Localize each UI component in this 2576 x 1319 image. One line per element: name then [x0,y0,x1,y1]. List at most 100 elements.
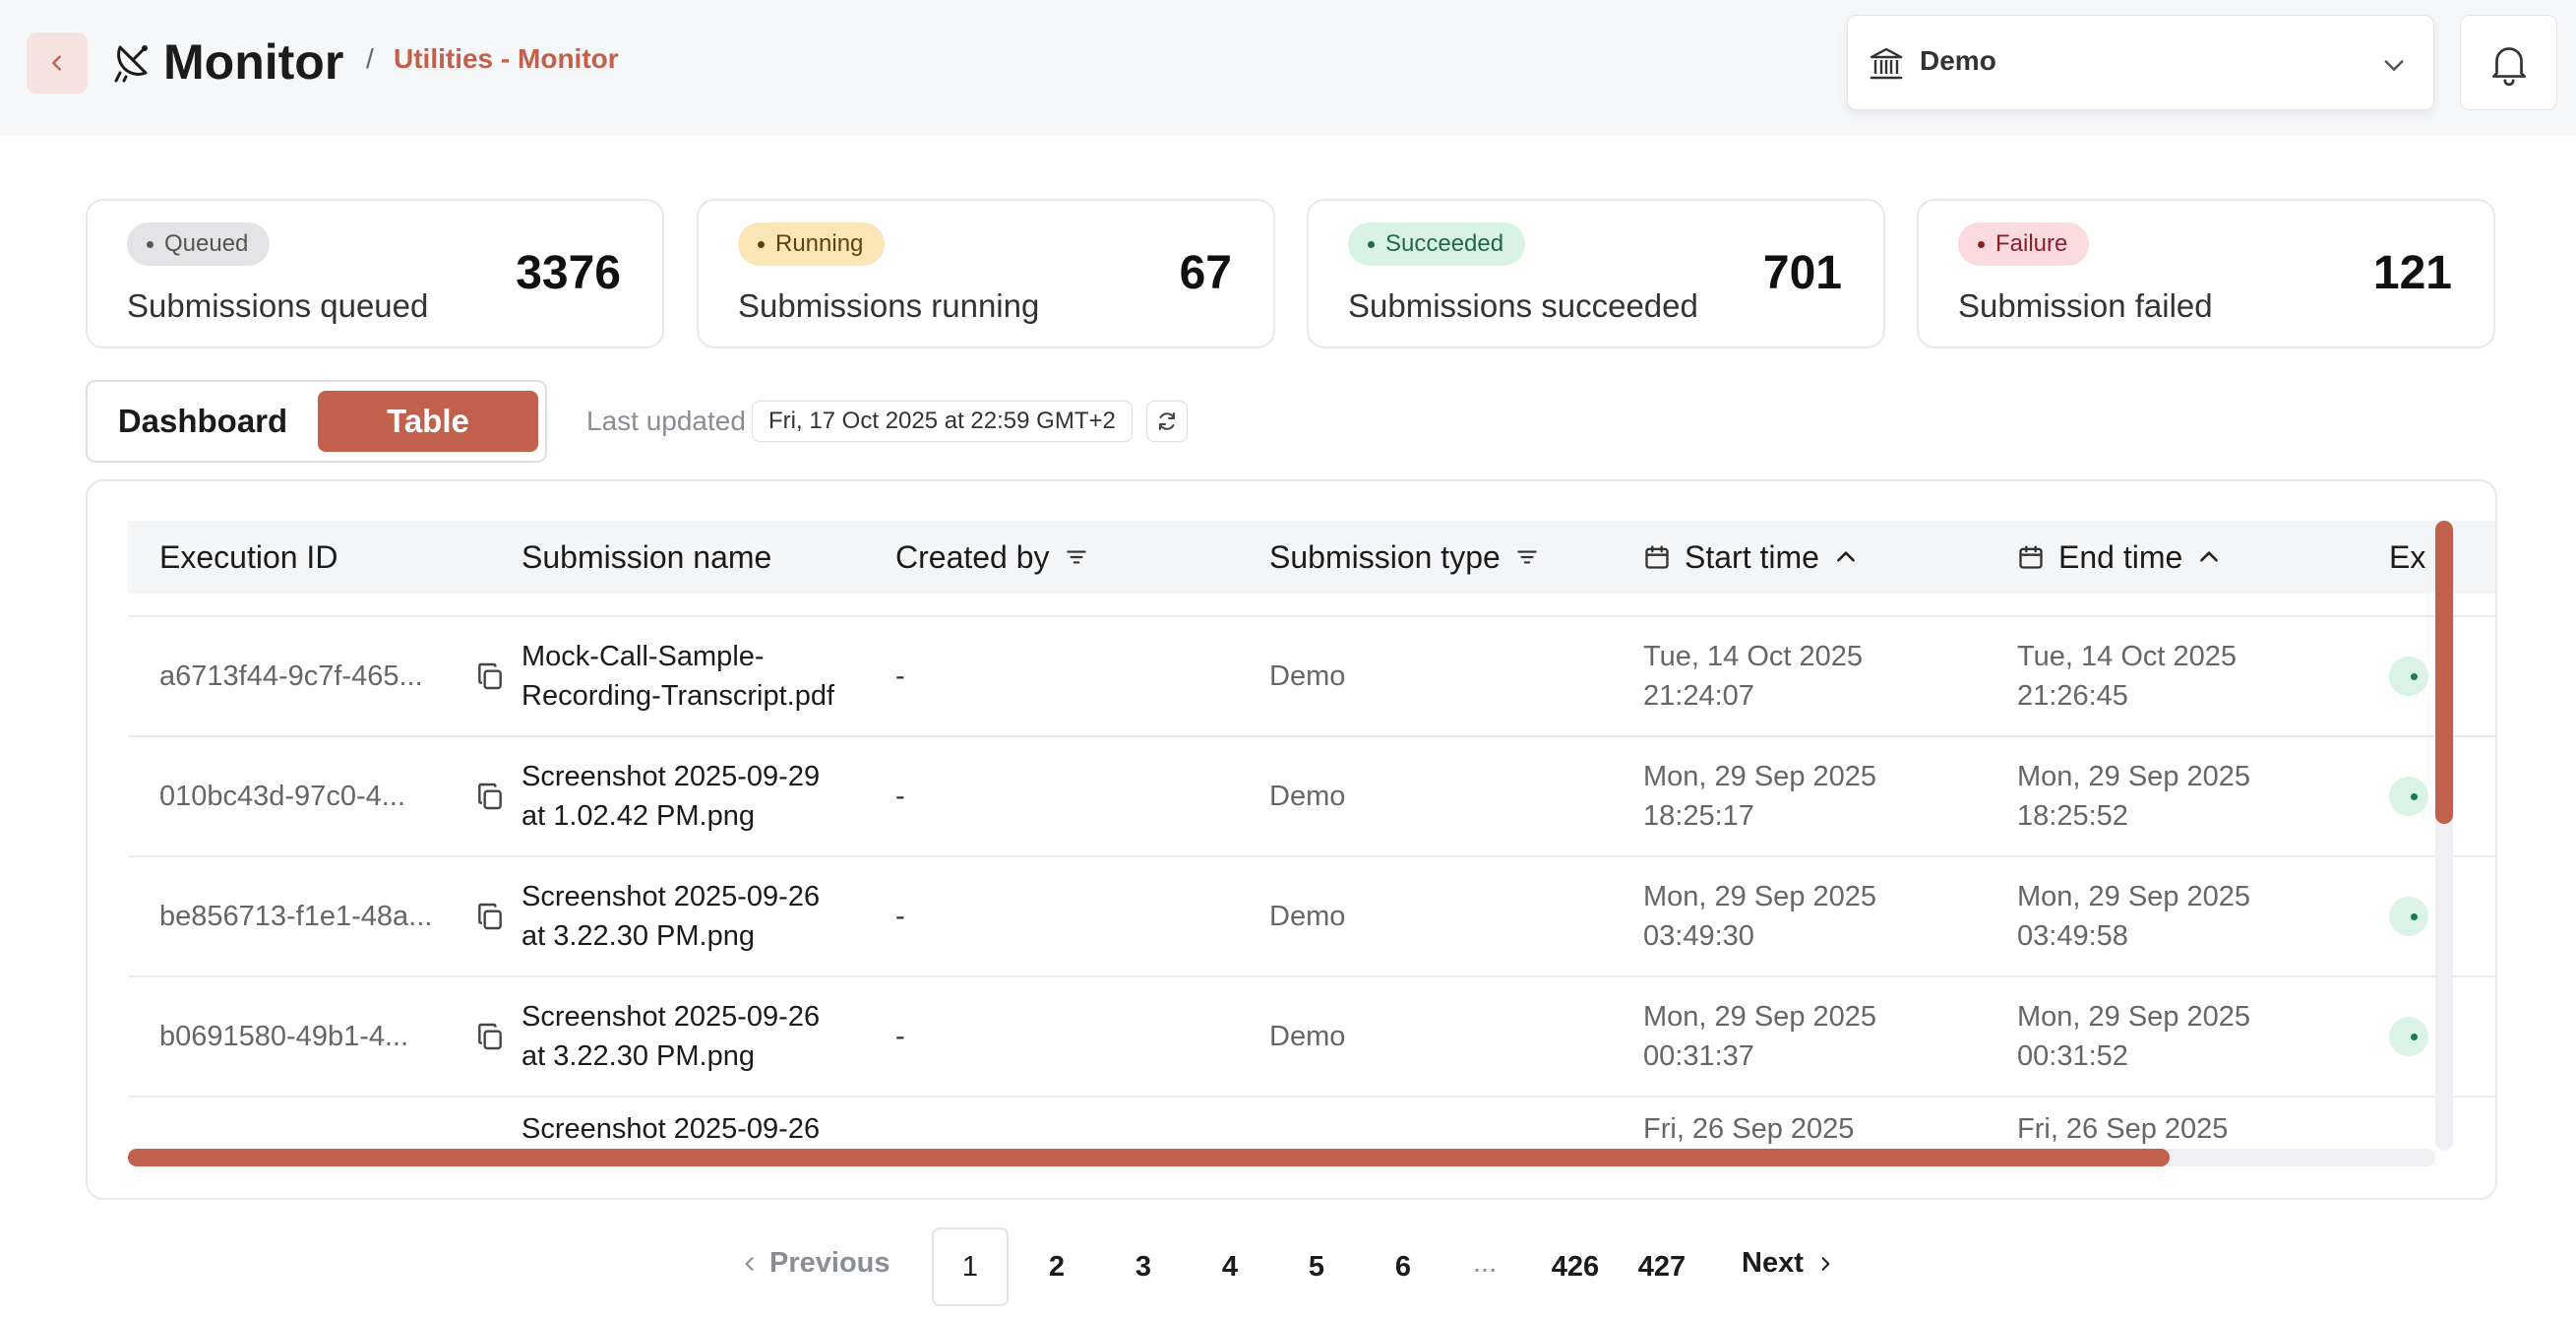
status-badge [2389,897,2428,936]
submission-type-cell: Demo [1269,901,1346,932]
page-button-426[interactable]: 426 [1551,1250,1600,1283]
previous-page-label: Previous [769,1247,890,1279]
table-row[interactable]: be856713-f1e1-48a... Screenshot 2025-09-… [128,855,2495,975]
column-header-label: Start time [1685,538,1819,575]
page-button-2[interactable]: 2 [1048,1250,1066,1283]
submission-name-cell: Screenshot 2025-09-26 at 3.22.30 PM.png [521,977,856,1096]
start-clock: 00:31:37 [1643,1040,1754,1072]
next-page-label: Next [1742,1247,1804,1279]
end-date: Mon, 29 Sep 2025 [2017,761,2251,792]
back-button[interactable] [27,32,88,94]
table-header: Execution ID Submission name Created by … [128,521,2495,594]
filter-icon[interactable] [1064,544,1089,570]
tab-table[interactable]: Table [318,391,538,452]
submission-name-line: Screenshot 2025-09-26 [521,881,821,912]
page-button-4[interactable]: 4 [1221,1250,1239,1283]
chevron-up-icon[interactable] [1833,544,1859,570]
execution-id-cell: b0691580-49b1-4... [159,1021,409,1052]
chevron-left-icon [745,1256,754,1271]
calendar-icon [2019,545,2043,569]
copy-button[interactable] [474,617,506,735]
column-header-submission-type[interactable]: Submission type [1269,521,1540,594]
breadcrumb[interactable]: Utilities - Monitor [394,43,619,74]
column-header-extra[interactable]: Ex [2389,521,2425,594]
status-badge: Running [738,222,886,266]
table-row[interactable]: a6713f44-9c7f-465... Mock-Call-Sample- Re… [128,615,2495,735]
stat-value: 121 [2372,247,2452,299]
table-row[interactable]: 010bc43d-97c0-4... Screenshot 2025-09-29… [128,735,2495,855]
submission-name-cell: Screenshot 2025-09-26 [521,1098,856,1198]
column-header-label: Ex [2389,538,2426,575]
stat-card-running: Running Submissions running 67 [697,199,1275,348]
organization-select[interactable]: Demo [1847,15,2434,110]
column-header-created-by[interactable]: Created by [895,521,1089,594]
submission-name-line: Screenshot 2025-09-29 [521,761,821,792]
chevron-up-icon[interactable] [2196,544,2222,570]
organization-select-value: Demo [1920,45,1996,76]
vertical-scrollbar-thumb[interactable] [2435,521,2453,824]
next-page-button[interactable]: Next [1742,1247,1835,1280]
last-updated-value: Fri, 17 Oct 2025 at 22:59 GMT+2 [752,401,1133,442]
column-header-execution-id[interactable]: Execution ID [159,521,337,594]
page-button-5[interactable]: 5 [1308,1250,1325,1283]
submission-type-cell: Demo [1269,1021,1346,1052]
stat-label: Submission failed [1958,287,2213,324]
page-button-6[interactable]: 6 [1394,1250,1412,1283]
page-button-3[interactable]: 3 [1135,1250,1152,1283]
satellite-dish-icon [114,45,148,83]
submissions-table: Execution ID Submission name Created by … [86,479,2497,1200]
submission-name-line: Recording-Transcript.pdf [521,680,835,712]
filter-icon[interactable] [1514,544,1540,570]
refresh-button[interactable] [1146,401,1188,442]
stat-label: Submissions running [738,287,1040,324]
column-header-end-time[interactable]: End time [2017,521,2222,594]
submission-name-line: Screenshot 2025-09-26 [521,1113,821,1145]
page-button-427[interactable]: 427 [1637,1250,1687,1283]
start-time-cell: Tue, 14 Oct 2025 21:24:07 [1643,617,1938,735]
column-header-start-time[interactable]: Start time [1643,521,1859,594]
start-date: Fri, 26 Sep 2025 [1643,1113,1855,1145]
horizontal-scrollbar-thumb[interactable] [128,1149,2170,1166]
refresh-icon [1159,412,1175,430]
start-date: Tue, 14 Oct 2025 [1643,641,1864,672]
created-by-cell: - [895,1021,905,1052]
status-badge [2389,777,2428,816]
execution-id-cell: 010bc43d-97c0-4... [159,781,405,812]
copy-icon [478,903,502,930]
table-row[interactable]: b0691580-49b1-4... Screenshot 2025-09-26… [128,975,2495,1096]
view-toggle: Dashboard Table [86,380,547,463]
stat-value: 701 [1762,247,1842,299]
chevron-right-icon [1821,1256,1830,1271]
status-badge [2389,657,2428,696]
submission-name-line: Mock-Call-Sample- [521,641,765,672]
table-row[interactable]: Screenshot 2025-09-26 Fri, 26 Sep 2025 F… [128,1096,2495,1198]
page-button-1[interactable]: 1 [932,1227,1009,1306]
chevron-down-icon [2384,60,2404,71]
copy-button[interactable] [474,737,506,855]
bank-icon [1870,47,1903,80]
stat-card-failed: Failure Submission failed 121 [1917,199,2495,348]
last-updated-label: Last updated [586,406,746,436]
copy-button[interactable] [474,977,506,1096]
copy-button[interactable] [474,857,506,975]
start-date: Mon, 29 Sep 2025 [1643,881,1877,912]
notifications-button[interactable] [2460,15,2557,110]
end-date: Mon, 29 Sep 2025 [2017,1001,2251,1033]
column-header-submission-name[interactable]: Submission name [521,521,771,594]
breadcrumb-separator: / [366,43,374,74]
submission-name-line: at 1.02.42 PM.png [521,800,755,832]
tab-dashboard[interactable]: Dashboard [117,403,288,439]
submission-type-cell: Demo [1269,781,1346,812]
chevron-left-icon [52,55,61,71]
column-header-label: Submission name [521,538,772,575]
stat-card-succeeded: Succeeded Submissions succeeded 701 [1307,199,1885,348]
stat-label: Submissions queued [127,287,429,324]
previous-page-button[interactable]: Previous [740,1247,890,1280]
status-cell [2389,977,2428,1096]
start-time-cell: Fri, 26 Sep 2025 [1643,1098,1938,1198]
pagination: Previous 1 2 3 4 5 6 ... 426 427 Next [0,1227,2576,1306]
top-bar: Monitor / Utilities - Monitor Demo [0,0,2576,136]
start-clock: 21:24:07 [1643,680,1754,712]
status-cell [2389,617,2428,735]
status-badge: Queued [127,222,271,266]
